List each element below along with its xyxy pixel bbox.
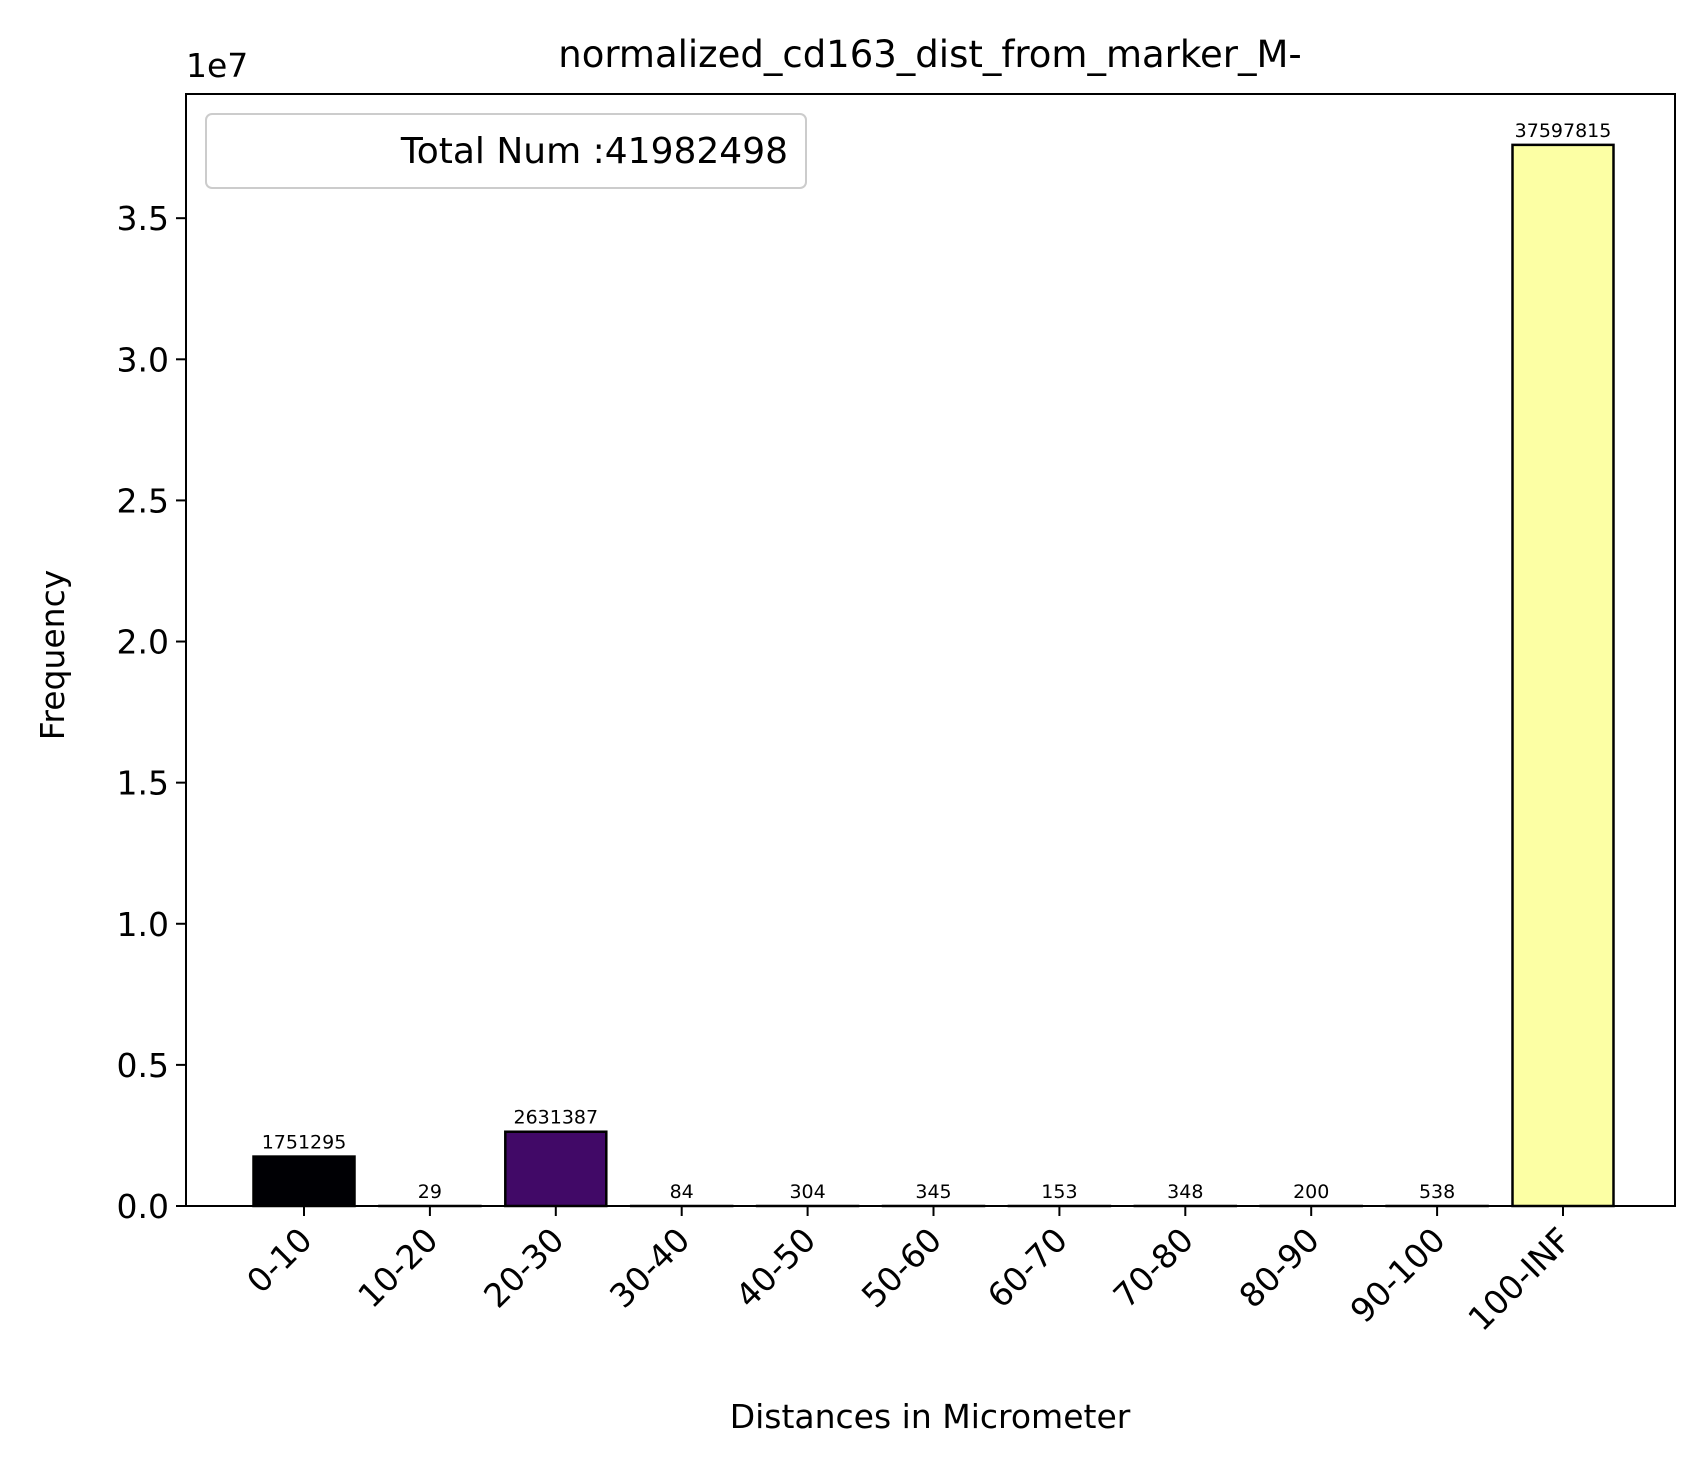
y-axis-label: Frequency <box>33 570 72 740</box>
x-axis-label: Distances in Micrometer <box>730 1397 1131 1436</box>
x-tick-label-100-INF: 100-INF <box>1460 1220 1578 1338</box>
x-tick-label-30-40: 30-40 <box>602 1220 697 1315</box>
value-label-70-80: 348 <box>1167 1181 1203 1203</box>
y-tick-label-1.5: 1.5 <box>117 764 169 803</box>
bars-group <box>252 143 1615 1208</box>
bar-100-INF <box>1511 143 1615 1208</box>
value-label-40-50: 304 <box>789 1181 825 1203</box>
y-tick-label-3.0: 3.0 <box>117 340 169 379</box>
value-label-10-20: 29 <box>418 1181 442 1203</box>
x-tick-label-60-70: 60-70 <box>980 1220 1075 1315</box>
x-tick-label-20-30: 20-30 <box>476 1220 571 1315</box>
bar-20-30 <box>504 1130 608 1208</box>
y-tick-label-1.0: 1.0 <box>117 905 169 944</box>
value-label-20-30: 2631387 <box>513 1107 598 1129</box>
legend-box <box>205 113 807 189</box>
value-label-100-INF: 37597815 <box>1515 120 1612 142</box>
x-tick-label-0-10: 0-10 <box>239 1220 320 1301</box>
plot-frame <box>185 93 1676 1207</box>
value-label-60-70: 153 <box>1041 1181 1077 1203</box>
legend: Total Num :41982498 <box>205 113 807 189</box>
y-tick-label-0.5: 0.5 <box>117 1046 169 1085</box>
value-label-0-10: 1751295 <box>262 1132 347 1154</box>
x-tick-label-80-90: 80-90 <box>1231 1220 1326 1315</box>
chart-title: normalized_cd163_dist_from_marker_M- <box>558 33 1302 76</box>
x-tick-label-40-50: 40-50 <box>728 1220 823 1315</box>
x-tick-label-90-100: 90-100 <box>1343 1220 1453 1330</box>
value-label-50-60: 345 <box>915 1181 951 1203</box>
x-tick-label-10-20: 10-20 <box>350 1220 445 1315</box>
y-tick-label-3.5: 3.5 <box>117 199 169 238</box>
y-tick-label-2.0: 2.0 <box>117 623 169 662</box>
value-label-30-40: 84 <box>670 1181 694 1203</box>
value-label-80-90: 200 <box>1293 1181 1329 1203</box>
x-axis: 0-10 10-20 20-30 30-40 40-50 50-60 60-70 70-80 8… <box>239 1206 1579 1338</box>
y-tick-label-0.0: 0.0 <box>117 1187 169 1226</box>
y-tick-label-2.5: 2.5 <box>117 481 169 520</box>
legend-text: Total Num :41982498 <box>400 131 788 172</box>
bar-0-10 <box>252 1155 356 1208</box>
x-tick-label-50-60: 50-60 <box>854 1220 949 1315</box>
x-tick-label-70-80: 70-80 <box>1106 1220 1201 1315</box>
y-axis: 0.0 0.5 1.0 1.5 2.0 2.5 3.0 3.5 <box>117 199 186 1226</box>
value-labels-group: 1751295 29 2631387 84 304 345 153 348 200 538 3759… <box>262 120 1612 1203</box>
value-label-90-100: 538 <box>1419 1181 1455 1203</box>
y-axis-offset-text: 1e7 <box>186 46 248 85</box>
